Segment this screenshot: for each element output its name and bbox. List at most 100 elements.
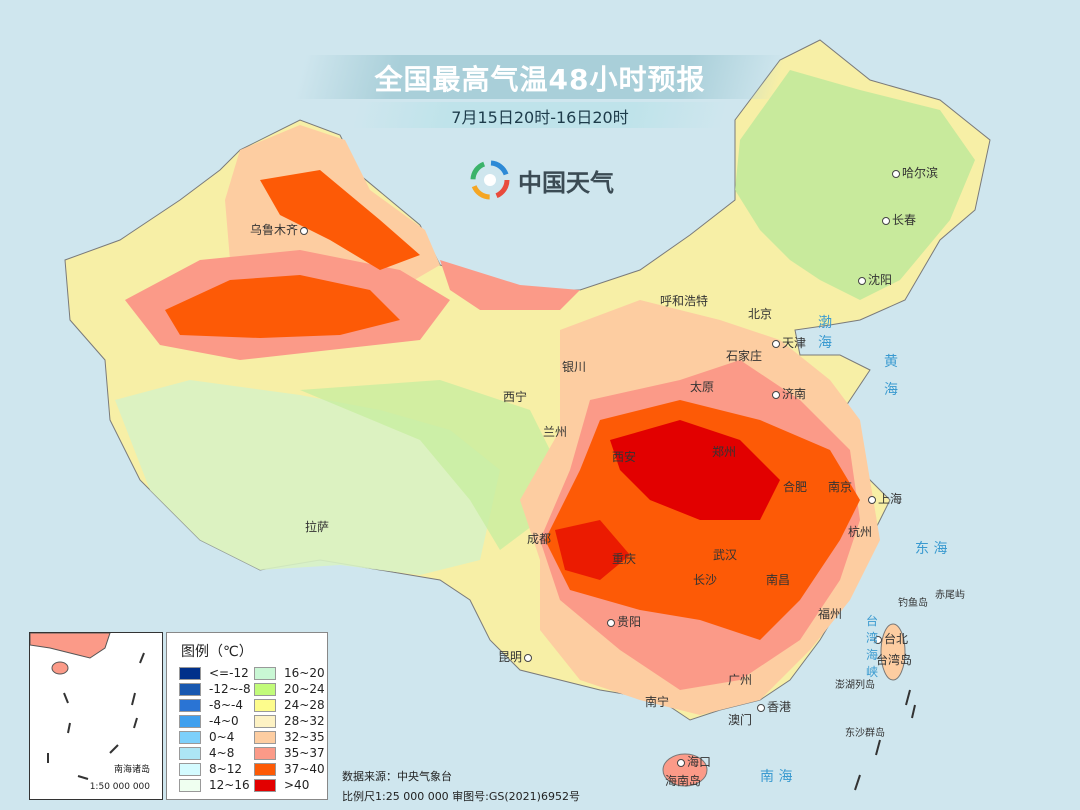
heat-zone-tarim-core	[165, 275, 400, 338]
scale-and-approval: 比例尺1:25 000 000 审图号:GS(2021)6952号	[342, 790, 580, 803]
sea-donghai: 东 海	[915, 541, 948, 557]
legend: 图例（℃） <=-12 -12~-8 -8~-4 -4~0 0~4 4~8 8~12 12~1…	[166, 632, 328, 800]
swirl-logo-icon	[470, 160, 510, 200]
city-label: 澳门	[728, 713, 753, 727]
legend-item: 8~12	[179, 762, 242, 776]
city-label: 呼和浩特	[660, 294, 709, 308]
logo-text: 中国天气	[518, 168, 614, 197]
legend-item: <=-12	[179, 666, 249, 680]
legend-item: -8~-4	[179, 698, 243, 712]
hainan-island	[662, 753, 708, 787]
city-label: 郑州	[712, 445, 737, 459]
legend-item: 28~32	[254, 714, 325, 728]
legend-item: 37~40	[254, 762, 325, 776]
city-label: 沈阳	[856, 271, 892, 288]
legend-label: 24~28	[284, 698, 325, 712]
city-label: 天津	[770, 334, 806, 351]
city-label: 长沙	[693, 573, 718, 587]
city-label: 西宁	[503, 390, 528, 404]
legend-item: 35~37	[254, 746, 325, 760]
city-label: 乌鲁木齐	[250, 221, 310, 238]
city-label: 香港	[755, 698, 791, 715]
city-label: 杭州	[848, 525, 873, 539]
city-label: 兰州	[543, 425, 568, 439]
south-china-sea-inset: 南海诸岛 1:50 000 000	[29, 632, 163, 800]
legend-swatch	[254, 714, 276, 728]
legend-label: 28~32	[284, 714, 325, 728]
city-label: 太原	[690, 380, 715, 394]
city-label: 西安	[612, 450, 637, 464]
heat-zone-gobi	[440, 260, 580, 310]
city-label: 广州	[728, 673, 753, 687]
legend-label: 32~35	[284, 730, 325, 744]
legend-label: <=-12	[209, 666, 249, 680]
legend-swatch	[254, 698, 276, 712]
cool-zone-northeast	[735, 70, 975, 300]
data-source: 数据来源：中央气象台	[342, 770, 452, 783]
legend-item: 0~4	[179, 730, 234, 744]
boundary-dashes	[854, 689, 916, 791]
legend-item: -12~-8	[179, 682, 251, 696]
city-label: 银川	[562, 360, 587, 374]
city-label: 南宁	[645, 695, 670, 709]
taiwan-island	[880, 623, 906, 681]
city-label: 重庆	[612, 552, 637, 566]
city-label: 昆明	[498, 648, 534, 665]
legend-swatch	[254, 762, 276, 776]
legend-label: 12~16	[209, 778, 250, 792]
legend-swatch	[179, 778, 201, 792]
city-label: 南昌	[766, 573, 791, 587]
legend-label: -8~-4	[209, 698, 243, 712]
place-diaoyu: 钓鱼岛	[898, 598, 928, 609]
legend-item: 16~20	[254, 666, 325, 680]
city-label: 北京	[748, 307, 773, 321]
place-penghu: 澎湖列岛	[835, 680, 875, 691]
city-label: 长春	[880, 211, 916, 228]
city-label: 合肥	[783, 480, 808, 494]
legend-swatch	[254, 730, 276, 744]
place-hainan: 海南岛	[665, 774, 702, 788]
legend-label: 4~8	[209, 746, 235, 760]
legend-swatch	[179, 698, 201, 712]
legend-label: 0~4	[209, 730, 235, 744]
legend-swatch	[254, 778, 276, 792]
city-label: 石家庄	[726, 349, 763, 363]
legend-item: >40	[254, 778, 309, 792]
legend-item: 32~35	[254, 730, 325, 744]
city-label: 福州	[818, 607, 843, 621]
legend-swatch	[254, 666, 276, 680]
legend-label: 35~37	[284, 746, 325, 760]
city-label: 成都	[527, 532, 552, 546]
legend-item: 24~28	[254, 698, 325, 712]
city-label: 海口	[675, 753, 711, 770]
place-chiwei: 赤尾屿	[935, 590, 965, 601]
inset-title: 南海诸岛	[113, 765, 150, 775]
city-label: 武汉	[713, 548, 738, 562]
legend-swatch	[254, 746, 276, 760]
legend-swatch	[179, 730, 201, 744]
inset-map	[30, 633, 145, 780]
legend-swatch	[179, 666, 201, 680]
legend-item: 4~8	[179, 746, 234, 760]
sea-huanghai: 黄 海	[884, 354, 898, 398]
inset-scale: 1:50 000 000	[89, 782, 150, 792]
place-taiwan: 台湾岛	[876, 653, 913, 667]
page-title: 全国最高气温48小时预报	[374, 63, 706, 96]
legend-label: 8~12	[209, 762, 242, 776]
legend-label: 20~24	[284, 682, 325, 696]
mild-zone-qinghai	[300, 380, 560, 550]
legend-swatch	[179, 746, 201, 760]
city-label: 济南	[770, 385, 806, 402]
legend-label: >40	[284, 778, 310, 792]
legend-item: -4~0	[179, 714, 239, 728]
legend-label: 37~40	[284, 762, 325, 776]
legend-title: 图例（℃）	[181, 644, 253, 660]
heat-zone-sichuan	[555, 520, 630, 580]
sea-taiwan-strait: 台 湾 海 峡	[866, 614, 879, 679]
city-label: 台北	[872, 630, 908, 647]
heat-zone-turpan	[260, 170, 420, 270]
city-label: 贵阳	[605, 613, 641, 630]
sea-nanhai: 南 海	[760, 769, 793, 785]
legend-item: 12~16	[179, 778, 250, 792]
